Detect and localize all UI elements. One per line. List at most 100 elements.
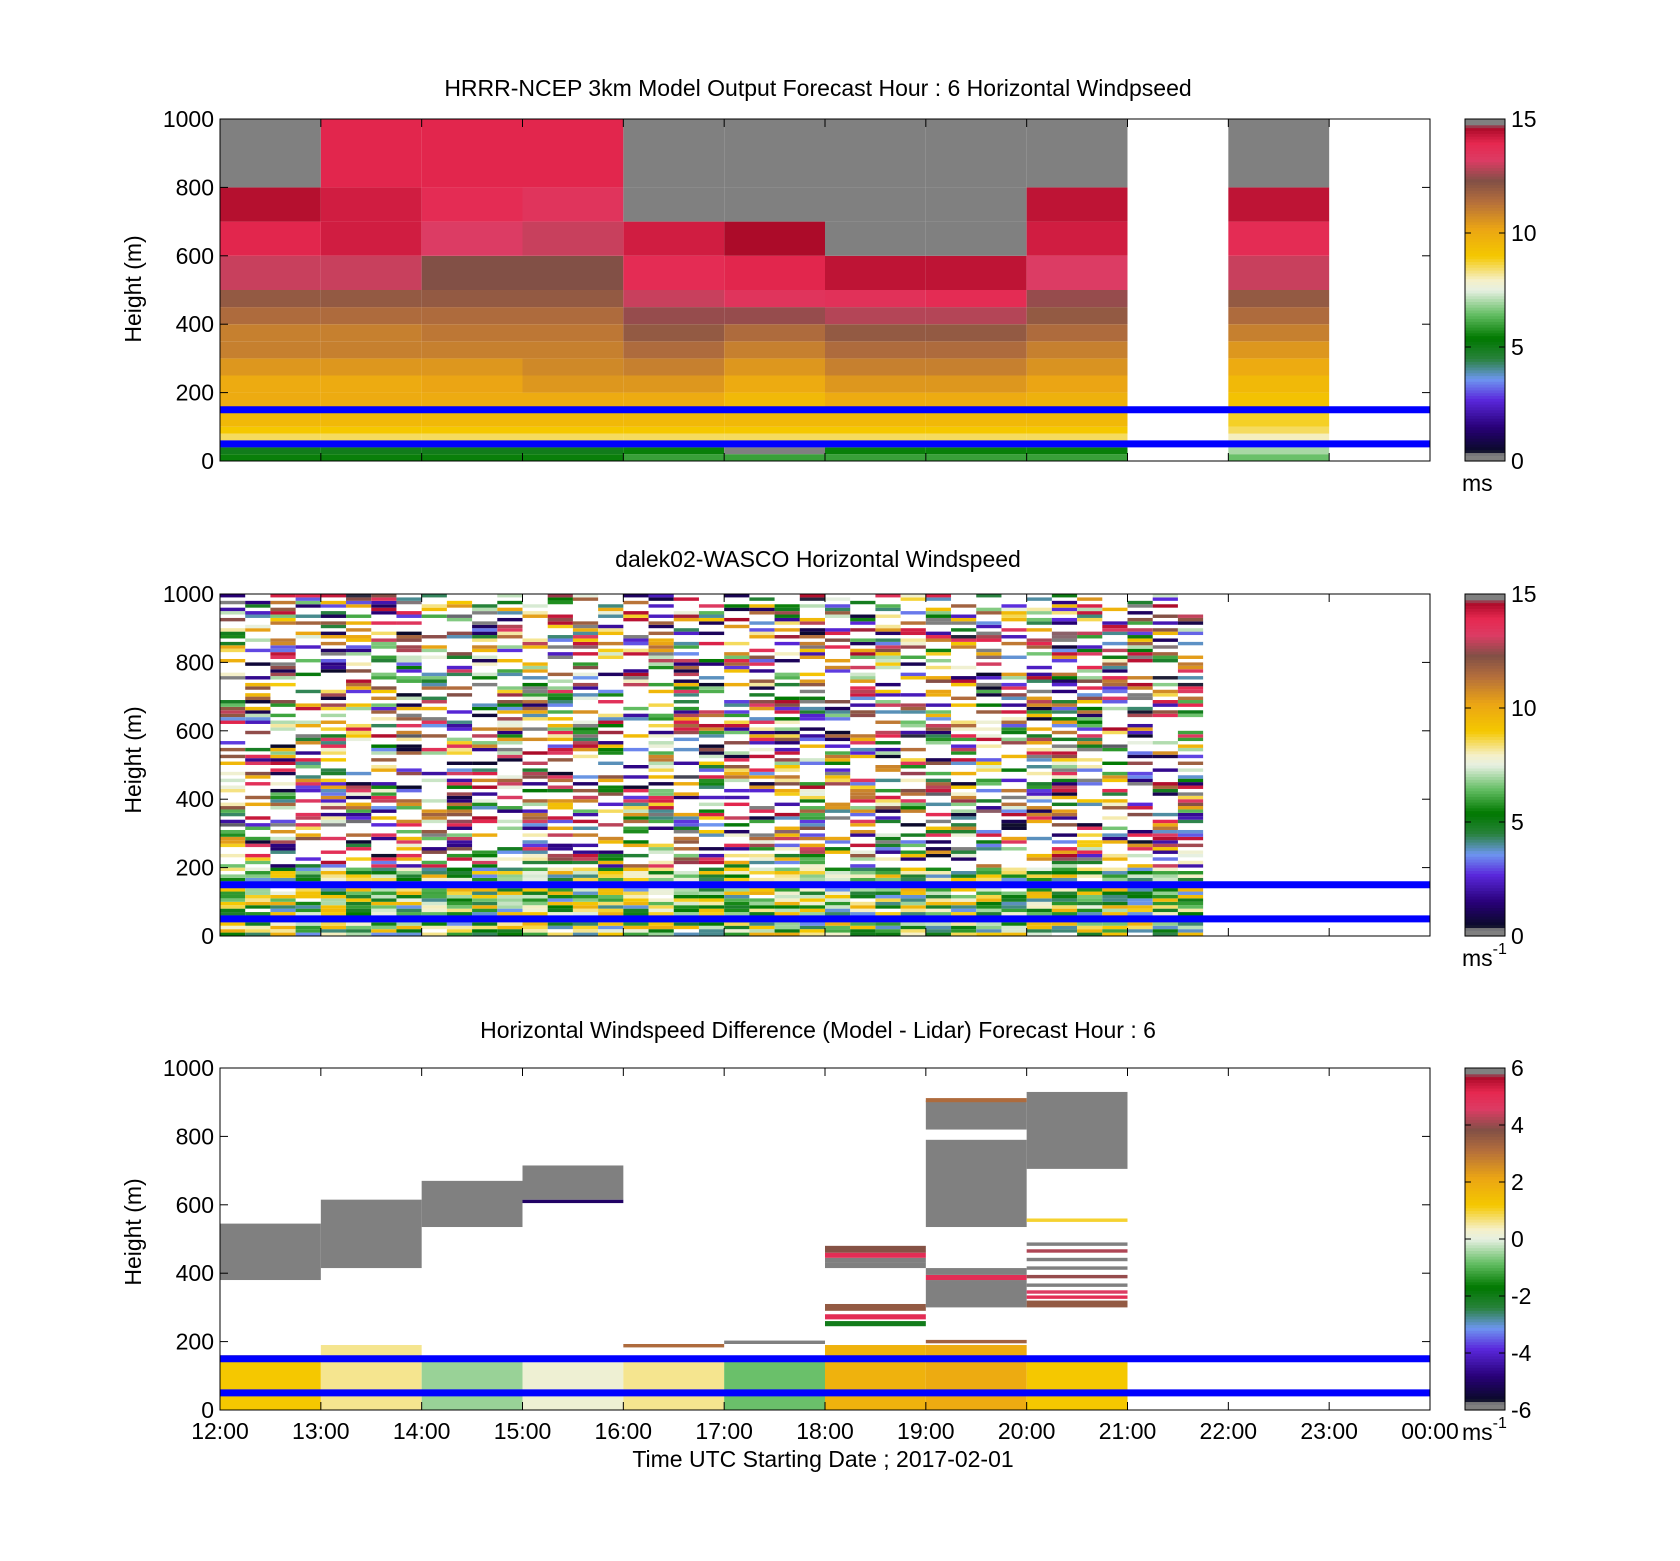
heatmap-cell (825, 607, 851, 612)
heatmap-cell (850, 679, 876, 683)
heatmap-cell (900, 877, 926, 882)
heatmap-cell (925, 358, 1027, 376)
heatmap-cell (245, 614, 271, 618)
colorbar-strip (1465, 861, 1505, 866)
heatmap-cell (346, 600, 372, 605)
heatmap-cell (421, 819, 447, 824)
heatmap-cell (825, 922, 851, 926)
heatmap-cell (724, 901, 750, 906)
heatmap-cell (446, 806, 473, 810)
heatmap-cell (698, 857, 725, 861)
heatmap-cell (951, 635, 977, 639)
heatmap-cell (346, 867, 372, 872)
colorbar-strip (1465, 332, 1505, 337)
heatmap-cell (648, 723, 674, 728)
heatmap-cell (421, 679, 447, 683)
heatmap-cell (1051, 679, 1078, 683)
heatmap-cell (547, 843, 573, 848)
heatmap-cell (1127, 843, 1153, 848)
heatmap-cell (1051, 700, 1078, 704)
heatmap-cell (875, 847, 901, 851)
heatmap-cell (900, 621, 926, 625)
heatmap-cell (472, 734, 498, 738)
heatmap-cell (673, 888, 699, 892)
heatmap-cell (925, 454, 1027, 461)
heatmap-cell (1102, 631, 1128, 636)
heatmap-cell (572, 631, 599, 636)
colorbar-strip (1465, 910, 1505, 914)
heatmap-cell (1026, 713, 1052, 718)
heatmap-cell (446, 782, 473, 786)
heatmap-cell (598, 840, 624, 844)
heatmap-cell (396, 638, 422, 642)
heatmap-cell (396, 823, 422, 827)
colorbar-strip (1465, 625, 1505, 629)
heatmap-cell (825, 119, 926, 188)
heatmap-cell (346, 771, 372, 776)
heatmap-cell (371, 710, 397, 714)
heatmap-cell (598, 867, 624, 872)
heatmap-cell (1026, 221, 1128, 256)
heatmap-cell (698, 658, 725, 663)
heatmap-cell (1077, 744, 1103, 748)
heatmap-cell (295, 720, 321, 724)
heatmap-cell (673, 874, 699, 878)
heatmap-cell (850, 853, 876, 858)
heatmap-cell (673, 665, 699, 670)
heatmap-cell (472, 741, 498, 745)
heatmap-cell (724, 658, 750, 663)
heatmap-cell (320, 747, 347, 752)
heatmap-cell (598, 792, 624, 796)
heatmap-cell (698, 686, 725, 690)
heatmap-cell (1001, 737, 1027, 742)
heatmap-cell (270, 877, 296, 882)
heatmap-cell (497, 898, 523, 902)
heatmap-cell (295, 672, 321, 677)
heatmap-cell (396, 744, 422, 748)
heatmap-cell (598, 723, 624, 728)
heatmap-cell (396, 665, 422, 670)
heatmap-cell (1077, 843, 1103, 848)
colorbar-strip (1465, 676, 1505, 681)
heatmap-cell (220, 891, 246, 895)
heatmap-cell (774, 802, 800, 807)
heatmap-cell (799, 864, 825, 868)
heatmap-cell (925, 802, 952, 807)
heatmap-cell (572, 662, 599, 666)
heatmap-cell (673, 792, 699, 796)
heatmap-cell (698, 723, 725, 728)
colorbar-strip (1465, 662, 1505, 666)
heatmap-cell (749, 877, 775, 882)
heatmap-cell (623, 454, 725, 461)
heatmap-cell (875, 662, 901, 666)
heatmap-cell (245, 932, 271, 936)
heatmap-cell (371, 594, 397, 598)
heatmap-cell (925, 778, 952, 783)
heatmap-cell (598, 898, 624, 902)
heatmap-cell (951, 888, 977, 892)
heatmap-cell (371, 696, 397, 701)
heatmap-cell (799, 788, 825, 793)
heatmap-cell (270, 655, 296, 659)
colorbar-strip (1465, 1187, 1505, 1192)
heatmap-cell (396, 611, 422, 615)
heatmap-cell (724, 604, 750, 608)
heatmap-cell (598, 850, 624, 854)
heatmap-cell (976, 888, 1002, 892)
heatmap-cell (472, 604, 498, 608)
colorbar-strip (1465, 193, 1505, 197)
heatmap-cell (1026, 734, 1052, 738)
heatmap-cell (421, 932, 447, 936)
heatmap-cell (295, 635, 321, 639)
colorbar-strip (1465, 659, 1505, 663)
heatmap-cell (270, 727, 296, 731)
heatmap-cell (623, 898, 649, 902)
heatmap-cell (320, 741, 347, 745)
colorbar-strip (1465, 727, 1505, 732)
heatmap-cell (522, 307, 624, 325)
colorbar-strip (1465, 1093, 1505, 1098)
heatmap-cell (421, 392, 523, 410)
heatmap-cell (572, 894, 599, 899)
heatmap-cell (522, 905, 548, 909)
colorbar-strip (1465, 412, 1505, 416)
